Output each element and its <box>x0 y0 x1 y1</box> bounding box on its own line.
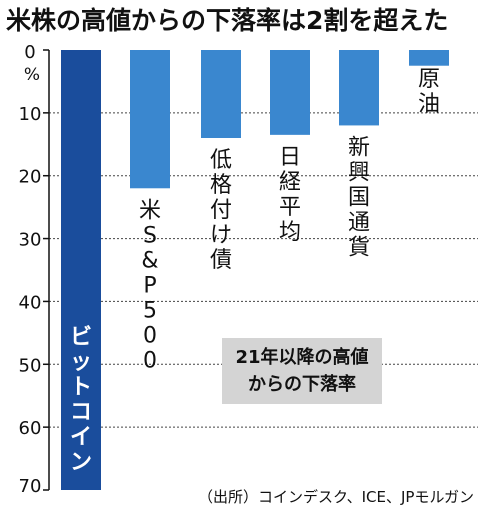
y-axis-label: % <box>24 65 40 85</box>
category-label-2: 低格付け債 <box>210 148 232 273</box>
category-label-3: 日経平均 <box>279 145 301 245</box>
bar-2 <box>201 50 241 138</box>
bar-3 <box>270 50 310 135</box>
category-label-0: ビットコイン <box>70 325 92 475</box>
category-label-5: 原油 <box>418 67 440 117</box>
y-tick-label: 0 <box>24 42 35 63</box>
annotation-line-1: 21年以降の高値 <box>235 346 368 368</box>
y-tick-label: 50 <box>19 355 42 376</box>
y-tick-label: 20 <box>19 167 42 188</box>
bar-5 <box>409 50 449 66</box>
annotation-box: 21年以降の高値 からの下落率 <box>222 338 382 404</box>
bar-0 <box>61 50 101 490</box>
category-label-1: 米 S & P 5 0 0 <box>139 198 161 373</box>
chart-title: 米株の高値からの下落率は2割を超えた <box>6 6 448 35</box>
bar-4 <box>339 50 379 126</box>
annotation-line-2: からの下落率 <box>248 373 356 395</box>
bar-1 <box>130 50 170 189</box>
y-tick-label: 30 <box>19 230 42 251</box>
annotation-background <box>222 338 382 404</box>
y-tick-label: 40 <box>19 292 42 313</box>
source-note: （出所）コインデスク、ICE、JPモルガン <box>198 488 474 506</box>
y-tick-label: 60 <box>19 418 42 439</box>
y-tick-label: 10 <box>19 104 42 125</box>
y-tick-label: 70 <box>19 476 42 497</box>
category-label-4: 新興国通貨 <box>348 135 370 260</box>
